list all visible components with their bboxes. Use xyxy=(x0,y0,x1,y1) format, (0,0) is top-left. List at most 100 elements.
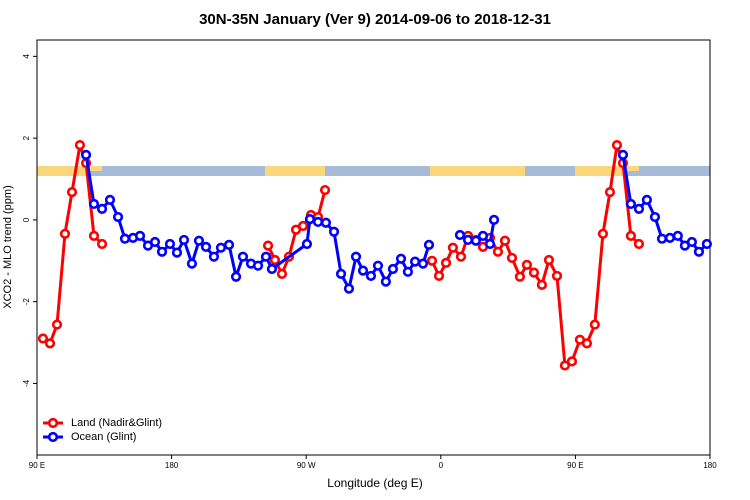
data-point xyxy=(193,235,205,246)
data-point xyxy=(455,251,467,262)
data-point xyxy=(656,233,668,244)
data-point xyxy=(701,238,712,250)
data-point xyxy=(589,319,600,330)
data-point xyxy=(276,268,288,279)
data-point xyxy=(208,251,220,262)
data-point xyxy=(301,238,313,250)
data-point xyxy=(470,235,482,246)
data-point xyxy=(625,198,636,210)
data-point xyxy=(536,279,547,291)
y-tick-label: 2 xyxy=(22,135,31,140)
data-point xyxy=(417,258,429,269)
data-point xyxy=(237,251,249,262)
data-point xyxy=(686,236,698,248)
data-point xyxy=(423,239,435,250)
plot-frame xyxy=(36,39,711,456)
data-point xyxy=(260,251,272,262)
y-tick-label: -4 xyxy=(22,379,31,387)
data-point xyxy=(611,139,623,151)
data-point xyxy=(543,254,555,266)
data-point xyxy=(514,271,526,282)
data-point xyxy=(409,256,421,267)
data-point xyxy=(134,230,146,241)
x-axis-label: Longitude (deg E) xyxy=(327,476,422,490)
data-point xyxy=(104,194,116,205)
data-point xyxy=(693,246,705,257)
data-point xyxy=(499,235,511,246)
data-point xyxy=(372,260,384,271)
x-tick-label: 90 W xyxy=(297,461,316,470)
data-point xyxy=(402,266,413,277)
data-point xyxy=(44,338,56,349)
data-point xyxy=(664,232,676,243)
data-point xyxy=(551,270,563,282)
data-point xyxy=(597,228,609,239)
legend-label: Land (Nadir&Glint) xyxy=(71,417,162,429)
data-point xyxy=(171,247,183,258)
data-point xyxy=(566,356,578,367)
data-point xyxy=(633,238,645,250)
data-point xyxy=(149,236,161,248)
y-tick-label: -2 xyxy=(22,298,31,306)
data-point xyxy=(492,246,504,257)
data-point xyxy=(528,267,540,278)
data-point xyxy=(164,238,176,250)
data-point xyxy=(633,203,645,214)
data-point xyxy=(80,149,92,160)
data-point xyxy=(484,238,496,250)
data-point xyxy=(59,228,71,239)
data-point xyxy=(447,242,459,253)
data-point xyxy=(223,239,235,250)
data-point xyxy=(426,255,438,266)
x-tick-label: 180 xyxy=(703,461,717,470)
data-point xyxy=(96,238,108,250)
data-point xyxy=(387,263,399,275)
data-point xyxy=(297,220,309,232)
data-point xyxy=(66,186,78,198)
data-point xyxy=(51,319,63,330)
data-point xyxy=(320,217,332,228)
data-point xyxy=(262,240,274,251)
data-point xyxy=(186,258,198,269)
data-point xyxy=(230,271,242,282)
data-point xyxy=(335,268,347,279)
data-point xyxy=(88,198,100,210)
data-point xyxy=(440,257,452,268)
data-point xyxy=(641,194,652,205)
data-point xyxy=(581,338,593,349)
data-point xyxy=(200,241,212,252)
data-point xyxy=(215,242,227,253)
data-point xyxy=(37,333,49,344)
data-point xyxy=(380,276,392,287)
data-point xyxy=(625,230,636,241)
x-tick-label: 90 E xyxy=(567,461,583,470)
chart-title: 30N-35N January (Ver 9) 2014-09-06 to 20… xyxy=(199,11,551,28)
data-point xyxy=(88,230,100,241)
data-point xyxy=(365,270,377,282)
legend-marker xyxy=(47,431,59,443)
data-point xyxy=(672,230,683,241)
data-point xyxy=(156,246,168,257)
data-point xyxy=(112,211,124,223)
data-point xyxy=(506,252,518,264)
data-point xyxy=(269,254,281,266)
data-point xyxy=(312,216,324,228)
x-tick-label: 180 xyxy=(165,461,179,470)
data-point xyxy=(488,214,500,226)
data-point xyxy=(119,233,131,244)
data-point xyxy=(74,139,86,151)
data-point xyxy=(395,253,407,264)
y-axis-label: XCO2 - MLO trend (ppm) xyxy=(2,185,14,308)
data-point xyxy=(477,230,489,241)
data-point xyxy=(559,360,571,371)
data-point xyxy=(252,260,264,271)
data-point xyxy=(357,265,369,276)
x-tick-label: 90 E xyxy=(29,461,45,470)
x-tick-label: 0 xyxy=(439,461,444,470)
data-point xyxy=(350,251,362,262)
data-point xyxy=(604,186,616,198)
legend-label: Ocean (Glint) xyxy=(71,431,136,443)
data-point xyxy=(521,259,533,270)
data-point xyxy=(649,211,661,223)
